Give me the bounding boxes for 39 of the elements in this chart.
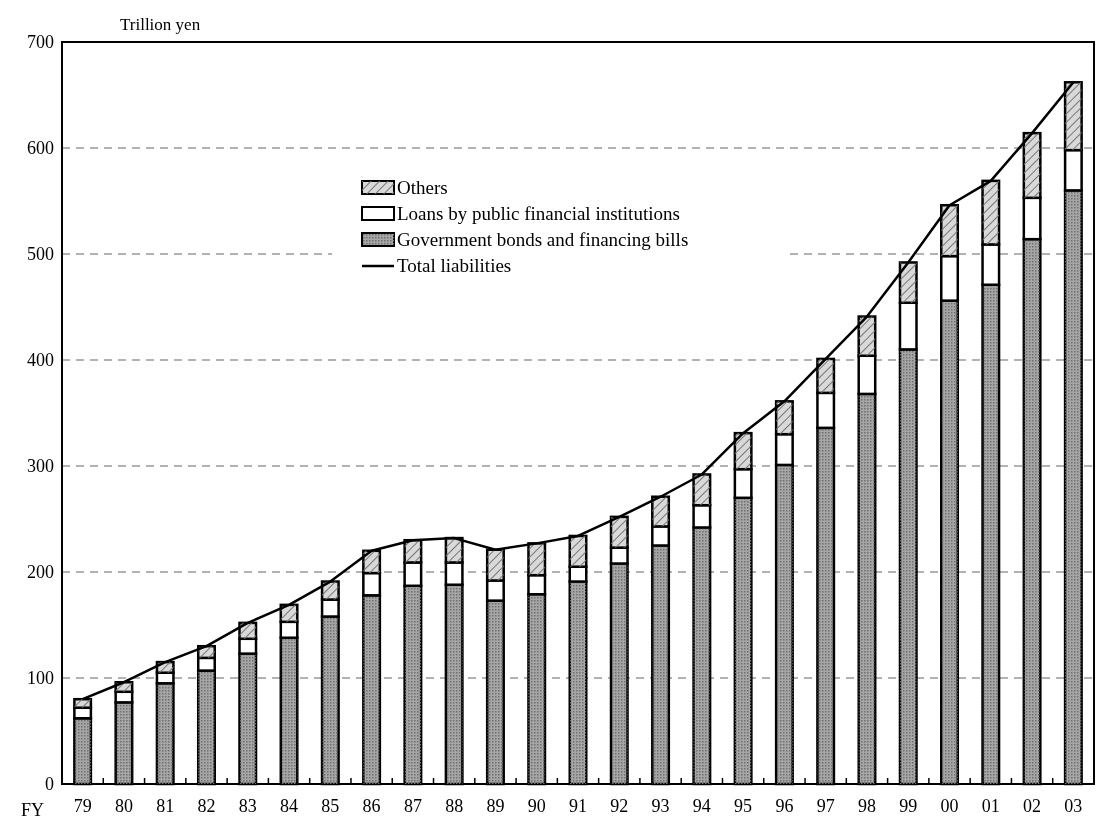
x-tick-label: 94: [692, 796, 711, 816]
x-tick-label: 99: [899, 796, 918, 816]
x-tick-label: 01: [981, 796, 1000, 816]
y-axis-title: Trillion yen: [120, 15, 201, 34]
y-tick-label: 0: [45, 774, 54, 795]
x-tick-label: 93: [651, 796, 670, 816]
legend-label: Total liabilities: [397, 255, 512, 276]
x-tick-label: 89: [486, 796, 505, 816]
y-tick-label: 200: [27, 562, 54, 583]
x-tick-label: 00: [940, 796, 959, 816]
x-tick-label: 91: [569, 796, 587, 816]
x-tick-label: 03: [1064, 796, 1083, 816]
x-tick-label: 90: [527, 796, 546, 816]
x-tick-label: 81: [156, 796, 175, 816]
y-tick-label: 500: [27, 244, 54, 265]
y-tick-label: 100: [27, 668, 54, 689]
x-tick-label: 92: [610, 796, 629, 816]
x-tick-label: 82: [197, 796, 216, 816]
x-tick-label: 96: [775, 796, 794, 816]
x-tick-label: 98: [857, 796, 876, 816]
legend-label: Government bonds and financing bills: [397, 229, 689, 250]
x-tick-label: 83: [238, 796, 257, 816]
y-tick-label: 600: [27, 138, 54, 159]
x-tick-label: 86: [362, 796, 381, 816]
x-tick-label: 88: [445, 796, 464, 816]
x-tick-label: 79: [73, 796, 92, 816]
x-axis-title: FY: [20, 800, 44, 820]
x-tick-label: 80: [114, 796, 133, 816]
y-tick-label: 400: [27, 350, 54, 371]
y-tick-label: 700: [27, 32, 54, 53]
y-tick-label: 300: [27, 456, 54, 477]
legend-label: Others: [397, 177, 448, 198]
legend-label: Loans by public financial institutions: [397, 203, 680, 224]
x-tick-label: 97: [816, 796, 835, 816]
x-tick-label: 02: [1023, 796, 1042, 816]
x-tick-label: 84: [280, 796, 299, 816]
x-tick-label: 95: [734, 796, 753, 816]
x-tick-label: 85: [321, 796, 340, 816]
x-tick-label: 87: [403, 796, 422, 816]
